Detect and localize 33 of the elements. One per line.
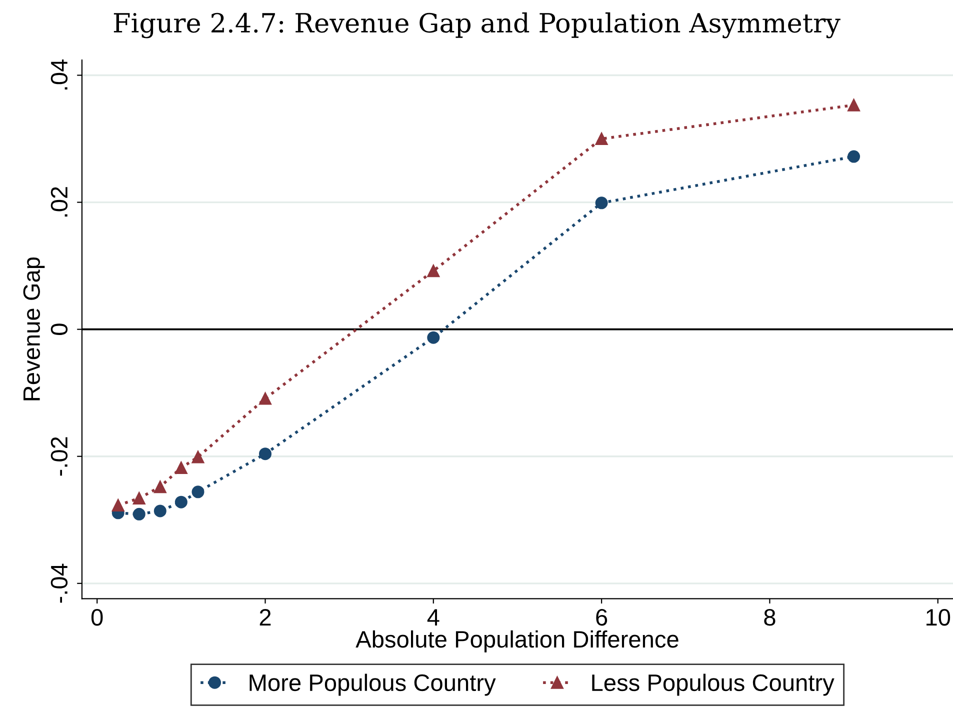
- point: [192, 486, 204, 498]
- point: [258, 448, 272, 460]
- y-tick-label: 0: [50, 324, 68, 335]
- x-tick-label: 4: [427, 609, 440, 626]
- x-tick-label: 0: [91, 608, 103, 626]
- point: [174, 462, 188, 474]
- y-axis-title: Revenue Gap: [23, 257, 45, 400]
- point: [132, 492, 146, 505]
- point: [258, 392, 272, 405]
- point: [427, 264, 440, 278]
- point: [132, 508, 146, 520]
- y-tick-label: .02: [50, 187, 68, 217]
- legend-label: Less Populous Country: [592, 674, 834, 696]
- x-tick-label: 10: [926, 608, 950, 626]
- legend-label: More Populous Country: [250, 674, 496, 696]
- point: [192, 450, 204, 464]
- y-tick-label: .04: [50, 60, 68, 90]
- x-tick-label: 6: [596, 608, 608, 626]
- point: [595, 196, 608, 210]
- point: [112, 499, 124, 512]
- point: [595, 132, 608, 146]
- point: [848, 98, 860, 112]
- x-tick-label: 8: [764, 608, 776, 626]
- x-tick-label: 2: [260, 608, 271, 626]
- point: [848, 150, 860, 163]
- chart-title: Figure 2.4.7: Revenue Gap and Population Asymmetry: [114, 12, 840, 38]
- point: [174, 496, 188, 508]
- point: [154, 504, 166, 518]
- point: [427, 331, 440, 344]
- y-tick-label: -.02: [50, 437, 68, 476]
- y-tick-label: -.04: [50, 564, 68, 603]
- x-axis-title: Absolute Population Difference: [356, 630, 678, 652]
- point: [154, 480, 166, 494]
